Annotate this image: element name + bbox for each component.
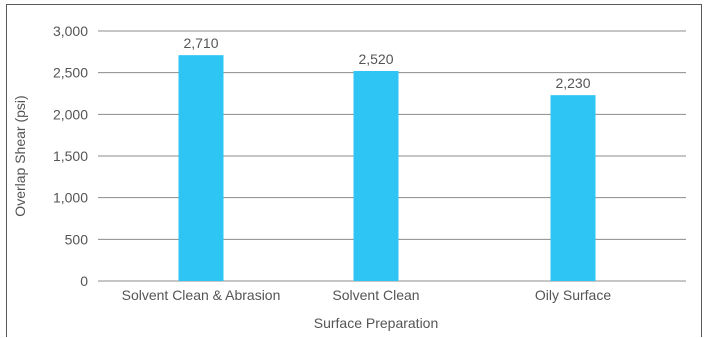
bars xyxy=(178,55,596,282)
y-tick-label: 500 xyxy=(65,231,89,247)
x-axis-title: Surface Preparation xyxy=(314,315,439,331)
y-tick-label: 1,000 xyxy=(53,190,88,206)
x-axis-ticks: Solvent Clean & Abrasion Solvent Clean Oil… xyxy=(122,287,612,303)
y-tick-label: 2,000 xyxy=(53,106,88,122)
x-tick-label: Solvent Clean xyxy=(332,287,419,303)
bar xyxy=(178,55,224,281)
data-label: 2,230 xyxy=(555,75,590,91)
bar xyxy=(353,71,399,281)
bar xyxy=(550,95,596,282)
data-label: 2,520 xyxy=(358,51,393,67)
x-tick-label: Oily Surface xyxy=(535,287,611,303)
y-tick-label: 2,500 xyxy=(53,65,88,81)
y-axis-ticks: 0 500 1,000 1,500 2,000 2,500 3,000 xyxy=(53,23,88,289)
y-axis-title: Overlap Shear (psi) xyxy=(12,95,28,216)
x-tick-label: Solvent Clean & Abrasion xyxy=(122,287,281,303)
y-tick-label: 0 xyxy=(80,273,88,289)
chart-frame xyxy=(6,4,702,337)
data-labels: 2,710 2,520 2,230 xyxy=(183,35,590,91)
y-tick-label: 3,000 xyxy=(53,23,88,39)
y-tick-label: 1,500 xyxy=(53,148,88,164)
data-label: 2,710 xyxy=(183,35,218,51)
